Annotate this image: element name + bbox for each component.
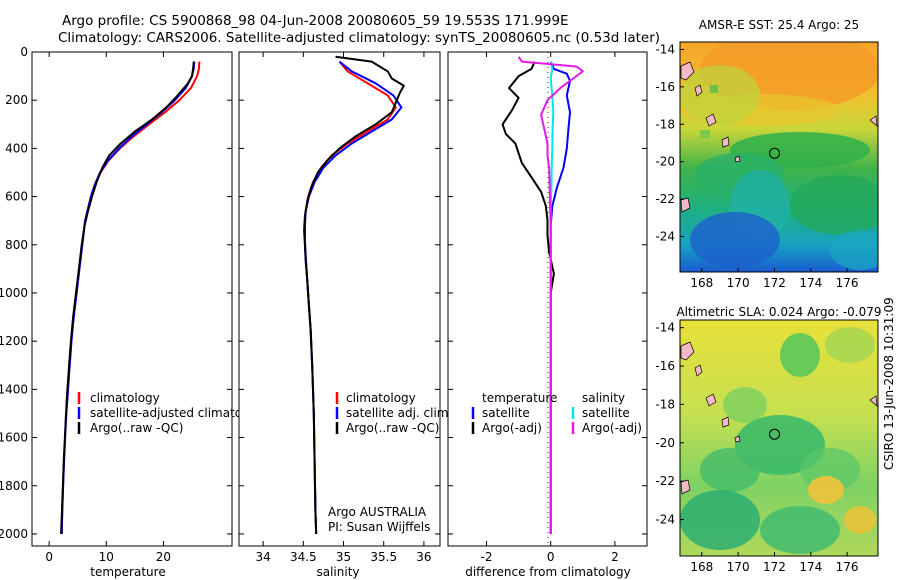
x-tick-label: 34.5 xyxy=(290,550,317,564)
y-tick-label: 800 xyxy=(5,238,28,252)
y-tick-label: 0 xyxy=(20,45,28,59)
difference-legend: temperature satellite Argo(-adj) salinit… xyxy=(471,391,642,435)
legend-label-sal-satellite: satellite xyxy=(582,406,630,420)
x-tick-label: 20 xyxy=(156,550,171,564)
sla-map-frame xyxy=(679,319,879,557)
sst-map-panel: AMSR-E SST: 25.4 Argo: 25 168 170 1 xyxy=(655,18,879,290)
legend-label-climatology: climatology xyxy=(90,391,160,405)
sst-map-frame xyxy=(679,41,879,273)
y-tick-label: 1800 xyxy=(0,479,28,493)
legend-label-satellite-adj: satellite adj. clim. xyxy=(346,406,452,420)
legend-title-temperature: temperature xyxy=(482,391,557,405)
series-line-argo-raw-qc- xyxy=(303,55,405,535)
salinity-legend: climatology satellite adj. clim. Argo(..… xyxy=(335,391,452,435)
map-x-tick-label: 170 xyxy=(727,276,750,290)
temperature-axes-frame xyxy=(31,51,233,547)
sla-map-title: Altimetric SLA: 0.024 Argo: -0.079 xyxy=(676,305,881,319)
sla-islands xyxy=(680,341,878,495)
map-y-tick-label: -16 xyxy=(655,80,675,94)
x-tick-label: 34 xyxy=(255,550,270,564)
legend-label-climatology: climatology xyxy=(346,391,416,405)
temperature-panel: 0 10 2002004006008001000120014001600180020… xyxy=(0,45,268,579)
temperature-xlabel: temperature xyxy=(90,565,165,579)
map-x-tick-label: 168 xyxy=(690,276,713,290)
map-y-tick-label: -20 xyxy=(655,155,675,169)
map-x-tick-label: 176 xyxy=(836,560,859,574)
map-x-tick-label: 176 xyxy=(836,276,859,290)
difference-ticks: -2 0 2 xyxy=(448,51,647,564)
y-tick-label: 1600 xyxy=(0,431,28,445)
map-y-tick-label: -24 xyxy=(655,513,675,527)
map-y-tick-label: -18 xyxy=(655,397,675,411)
sla-map-ticks: 168 170 172 174 176 -14 -16 -18 -20 -22 -24 xyxy=(655,321,858,574)
map-y-tick-label: -16 xyxy=(655,359,675,373)
credit-timestamp: CSIRO 13-Jun-2008 10:31:09 xyxy=(882,297,896,470)
header-line1: Argo profile: CS 5900868_98 04-Jun-2008 … xyxy=(62,13,569,29)
map-y-tick-label: -24 xyxy=(655,229,675,243)
legend-label-argo: Argo(..raw -QC) xyxy=(346,421,439,435)
map-x-tick-label: 172 xyxy=(763,276,786,290)
legend-label-argo: Argo(..raw -QC) xyxy=(90,421,183,435)
y-tick-label: 1200 xyxy=(0,334,28,348)
map-y-tick-label: -20 xyxy=(655,436,675,450)
y-tick-label: 200 xyxy=(5,93,28,107)
series-line-temperature-argo-adj- xyxy=(501,61,555,534)
difference-xlabel: difference from climatology xyxy=(465,565,631,579)
sla-argo-position-marker xyxy=(769,428,780,440)
map-x-tick-label: 174 xyxy=(799,560,822,574)
map-x-tick-label: 170 xyxy=(727,560,750,574)
y-tick-label: 2000 xyxy=(0,527,28,541)
x-tick-label: 10 xyxy=(99,550,114,564)
x-tick-label: 0 xyxy=(547,550,555,564)
map-x-tick-label: 168 xyxy=(690,560,713,574)
map-y-tick-label: -18 xyxy=(655,117,675,131)
legend-label-sal-argo: Argo(-adj) xyxy=(582,421,642,435)
sst-islands xyxy=(680,61,878,213)
x-tick-label: -2 xyxy=(481,550,493,564)
x-tick-label: 35 xyxy=(336,550,351,564)
map-y-tick-label: -22 xyxy=(655,474,675,488)
temperature-ticks: 0 10 2002004006008001000120014001600180020… xyxy=(0,45,232,564)
legend-label-satellite-adjusted: satellite-adjusted climatology xyxy=(90,406,268,420)
difference-series xyxy=(501,56,584,534)
difference-axes-frame xyxy=(447,51,648,547)
y-tick-label: 1400 xyxy=(0,382,28,396)
y-tick-label: 400 xyxy=(5,141,28,155)
header-line2: Climatology: CARS2006. Satellite-adjuste… xyxy=(58,30,660,46)
sst-map-ticks: 168 170 172 174 176 -14 -16 -18 -20 -22 -24 xyxy=(655,42,858,290)
sst-argo-position-marker xyxy=(769,147,780,159)
sst-map-title: AMSR-E SST: 25.4 Argo: 25 xyxy=(699,18,859,32)
map-y-tick-label: -14 xyxy=(655,321,675,335)
map-x-tick-label: 172 xyxy=(763,560,786,574)
map-y-tick-label: -22 xyxy=(655,192,675,206)
annotation-pi: PI: Susan Wijffels xyxy=(328,520,430,534)
map-x-tick-label: 174 xyxy=(799,276,822,290)
salinity-axes-frame xyxy=(238,51,441,547)
legend-label-temp-argo: Argo(-adj) xyxy=(482,421,542,435)
salinity-panel: 34 34.5 35 35.5 36 salinity climatology sate… xyxy=(238,51,452,579)
x-tick-label: 36 xyxy=(416,550,431,564)
map-y-tick-label: -14 xyxy=(655,42,675,56)
sla-map-field xyxy=(680,320,878,556)
annotation-argo-australia: Argo AUSTRALIA xyxy=(328,505,427,519)
salinity-ticks: 34 34.5 35 35.5 36 xyxy=(239,51,440,564)
x-tick-label: 2 xyxy=(611,550,619,564)
y-tick-label: 600 xyxy=(5,190,28,204)
legend-label-temp-satellite: satellite xyxy=(482,406,530,420)
difference-panel: -2 0 2 difference from climatology tempera… xyxy=(447,51,648,579)
salinity-xlabel: salinity xyxy=(316,565,359,579)
x-tick-label: 0 xyxy=(45,550,53,564)
series-line-salinity-argo-adj- xyxy=(517,56,584,534)
salinity-series xyxy=(303,55,405,535)
x-tick-label: 35.5 xyxy=(370,550,397,564)
sst-map-field xyxy=(680,42,878,272)
temperature-series xyxy=(60,61,201,535)
sla-map-panel: Altimetric SLA: 0.024 Argo: -0.079 168 17 xyxy=(655,305,881,574)
legend-title-salinity: salinity xyxy=(582,391,625,405)
y-tick-label: 1000 xyxy=(0,286,28,300)
series-line-argo-raw-qc- xyxy=(60,61,195,535)
temperature-legend: climatology satellite-adjusted climatolo… xyxy=(77,391,268,435)
